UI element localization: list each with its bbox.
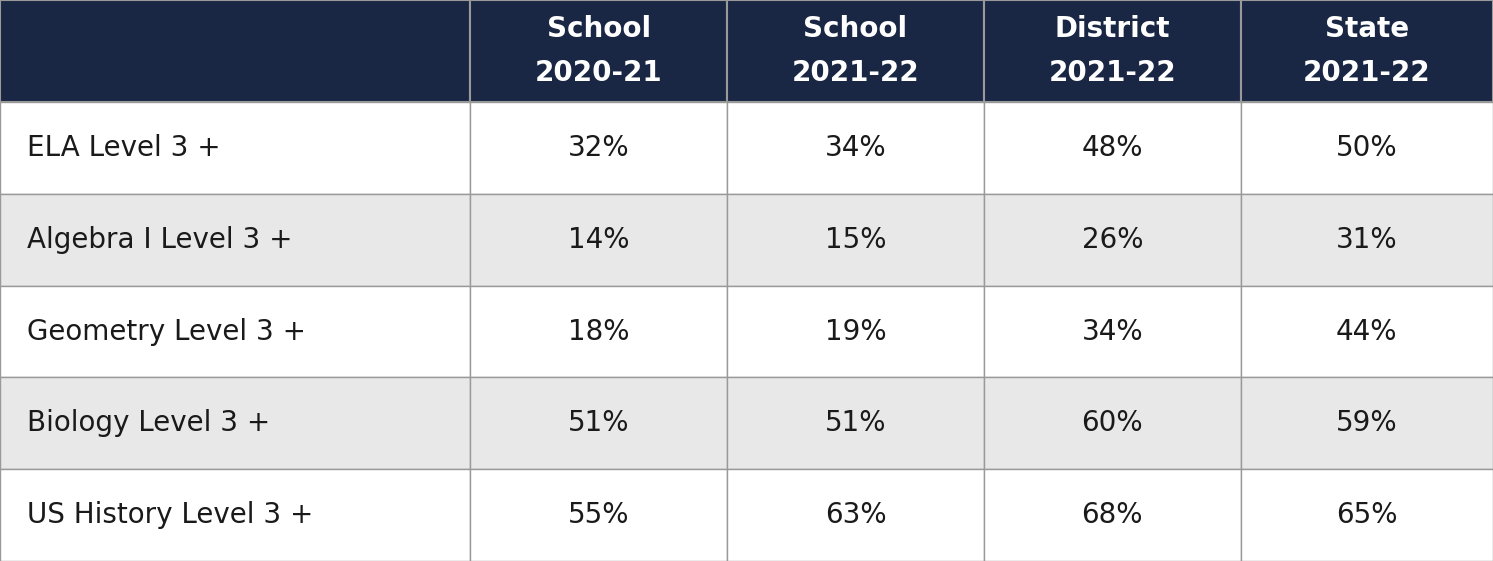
Bar <box>727 194 984 286</box>
Bar <box>727 286 984 378</box>
Bar <box>984 378 1241 469</box>
Bar <box>1241 286 1493 378</box>
Text: 51%: 51% <box>567 410 630 438</box>
Text: 68%: 68% <box>1081 501 1144 529</box>
Text: 65%: 65% <box>1336 501 1397 529</box>
Bar <box>1241 194 1493 286</box>
Bar <box>470 378 727 469</box>
Text: 2020-21: 2020-21 <box>534 59 663 88</box>
Text: 55%: 55% <box>567 501 630 529</box>
Bar <box>0 0 470 102</box>
Bar <box>1241 0 1493 102</box>
Text: State: State <box>1324 15 1409 43</box>
Text: 48%: 48% <box>1081 134 1144 162</box>
Bar <box>1241 378 1493 469</box>
Bar <box>0 286 470 378</box>
Bar <box>0 194 470 286</box>
Text: 44%: 44% <box>1336 318 1397 346</box>
Text: 60%: 60% <box>1081 410 1144 438</box>
Text: 2021-22: 2021-22 <box>791 59 920 88</box>
Bar <box>0 102 470 194</box>
Bar <box>984 194 1241 286</box>
Text: 2021-22: 2021-22 <box>1048 59 1176 88</box>
Text: 51%: 51% <box>824 410 887 438</box>
Text: 19%: 19% <box>824 318 887 346</box>
Text: School: School <box>803 15 908 43</box>
Bar <box>470 286 727 378</box>
Bar <box>470 194 727 286</box>
Text: 32%: 32% <box>567 134 630 162</box>
Text: 2021-22: 2021-22 <box>1303 59 1430 88</box>
Bar <box>727 102 984 194</box>
Text: School: School <box>546 15 651 43</box>
Bar <box>727 469 984 561</box>
Text: 63%: 63% <box>824 501 887 529</box>
Bar <box>470 469 727 561</box>
Text: 14%: 14% <box>567 226 630 254</box>
Text: Biology Level 3 +: Biology Level 3 + <box>27 410 270 438</box>
Text: 26%: 26% <box>1081 226 1144 254</box>
Text: 50%: 50% <box>1336 134 1397 162</box>
Bar <box>984 102 1241 194</box>
Text: 34%: 34% <box>824 134 887 162</box>
Text: Geometry Level 3 +: Geometry Level 3 + <box>27 318 306 346</box>
Text: 31%: 31% <box>1336 226 1397 254</box>
Bar <box>0 469 470 561</box>
Text: District: District <box>1054 15 1171 43</box>
Bar <box>1241 469 1493 561</box>
Bar <box>0 378 470 469</box>
Text: ELA Level 3 +: ELA Level 3 + <box>27 134 221 162</box>
Text: 18%: 18% <box>567 318 630 346</box>
Bar <box>984 469 1241 561</box>
Text: Algebra I Level 3 +: Algebra I Level 3 + <box>27 226 293 254</box>
Bar <box>984 286 1241 378</box>
Bar <box>727 378 984 469</box>
Text: 15%: 15% <box>824 226 887 254</box>
Bar <box>727 0 984 102</box>
Bar <box>470 0 727 102</box>
Text: US History Level 3 +: US History Level 3 + <box>27 501 314 529</box>
Bar <box>984 0 1241 102</box>
Text: 59%: 59% <box>1336 410 1397 438</box>
Bar <box>1241 102 1493 194</box>
Bar <box>470 102 727 194</box>
Text: 34%: 34% <box>1081 318 1144 346</box>
